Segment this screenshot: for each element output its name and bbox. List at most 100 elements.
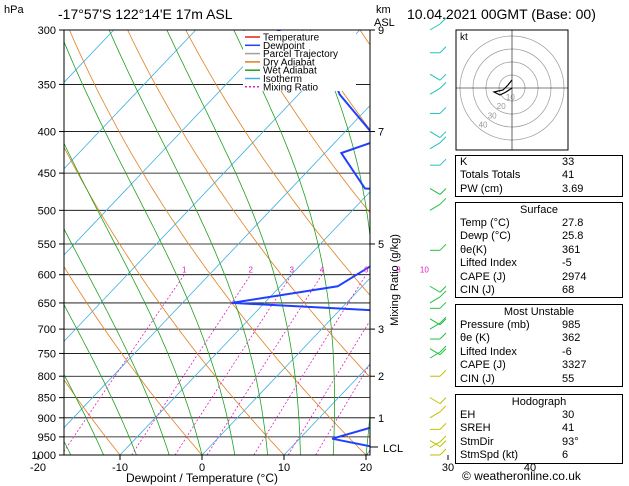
dry-adiabat-line bbox=[127, 30, 370, 378]
temperature-tick-label: 10 bbox=[278, 462, 290, 474]
wind-barb-flag bbox=[439, 348, 447, 356]
wind-barb-flag bbox=[439, 423, 447, 430]
wind-barb-flag bbox=[439, 17, 447, 25]
wet-adiabat-line bbox=[64, 303, 137, 455]
isotherm-line bbox=[283, 363, 370, 455]
most-unstable-panel: Most Unstable Pressure (mb) 985 θe (K) 362 L… bbox=[455, 304, 623, 387]
x-axis-title: Dewpoint / Temperature (°C) bbox=[126, 471, 278, 485]
isotherm-line bbox=[64, 30, 197, 170]
pressure-tick-label: 600 bbox=[38, 270, 56, 282]
hodo-row: SREH 41 bbox=[456, 422, 622, 435]
wet-adiabat-line bbox=[233, 30, 335, 455]
surface-panel: Surface Temp (°C) 27.8 Dewp (°C) 25.8 θe(K) 3… bbox=[455, 202, 623, 299]
wind-barb bbox=[429, 296, 441, 304]
dry-adiabat-line bbox=[64, 265, 203, 455]
hodo-label: StmDir bbox=[460, 435, 494, 448]
isotherm-line bbox=[64, 30, 279, 256]
wet-adiabat-line bbox=[64, 373, 104, 455]
legend-entry: Isotherm bbox=[263, 74, 302, 85]
wind-barb-flag bbox=[439, 405, 447, 413]
index-label: Totals Totals bbox=[460, 169, 521, 182]
mu-row: θe (K) 362 bbox=[456, 332, 622, 345]
wind-barb bbox=[429, 351, 441, 359]
dry-adiabat-line bbox=[0, 30, 38, 455]
title-location: -17°57'S 122°14'E 17m ASL bbox=[58, 6, 233, 22]
wind-barb-flag bbox=[439, 46, 447, 54]
wind-barb bbox=[429, 411, 441, 419]
right-unit-km: km bbox=[376, 4, 391, 16]
mu-row: Pressure (mb) 985 bbox=[456, 319, 622, 332]
dry-adiabat-line bbox=[64, 146, 285, 455]
temperature-tick-label: 20 bbox=[360, 462, 372, 474]
y-axis-title: Mixing Ratio (g/kg) bbox=[389, 234, 401, 326]
surface-value: 68 bbox=[562, 283, 575, 296]
surface-row: Dewp (°C) 25.8 bbox=[456, 230, 622, 243]
mu-value: -6 bbox=[562, 345, 572, 358]
isotherm-line bbox=[64, 30, 361, 342]
mu-value: 985 bbox=[562, 319, 581, 331]
surface-label: CAPE (J) bbox=[460, 270, 506, 283]
km-tick-label: 5 bbox=[378, 239, 384, 251]
mu-label: Lifted Index bbox=[460, 345, 517, 358]
temperature-tick-label: 0 bbox=[199, 462, 205, 474]
wind-barb-flag bbox=[439, 131, 447, 138]
index-row: PW (cm) 3.69 bbox=[456, 183, 622, 196]
wind-barb-flag bbox=[439, 188, 447, 195]
dry-adiabat-line bbox=[185, 30, 370, 296]
hodo-row: EH 30 bbox=[456, 409, 622, 422]
wind-barb-flag bbox=[439, 332, 447, 340]
pressure-tick-label: 550 bbox=[38, 239, 56, 251]
wet-adiabat-line bbox=[166, 30, 301, 455]
km-tick-label: 3 bbox=[378, 324, 384, 336]
hodo-value: 93° bbox=[562, 435, 579, 448]
mu-label: CAPE (J) bbox=[460, 359, 506, 372]
index-label: K bbox=[460, 156, 468, 168]
wind-barb bbox=[429, 203, 441, 211]
mixing-ratio-label: 1 bbox=[182, 266, 187, 275]
wind-barb bbox=[429, 348, 441, 356]
surface-title: Surface bbox=[520, 204, 558, 216]
pressure-tick-label: 650 bbox=[38, 298, 56, 310]
mixing-ratio-line bbox=[253, 274, 367, 455]
surface-row: CIN (J) 68 bbox=[456, 284, 622, 297]
mixing-ratio-line bbox=[315, 363, 370, 455]
wind-barb-flag bbox=[439, 73, 447, 81]
mixing-ratio-label: 8 bbox=[396, 266, 401, 275]
surface-label: Dewp (°C) bbox=[460, 230, 511, 243]
wind-barb bbox=[429, 440, 441, 448]
dry-adiabat-line bbox=[64, 379, 121, 455]
temperature-tick-label: 30 bbox=[442, 462, 454, 474]
pressure-tick-label: 400 bbox=[38, 127, 56, 139]
isotherm-line bbox=[201, 277, 370, 455]
wind-barb bbox=[429, 23, 441, 31]
mixing-ratio-label: 4 bbox=[320, 266, 325, 275]
mixing-ratio-line bbox=[64, 274, 185, 453]
wind-barb bbox=[429, 142, 441, 150]
hodograph-unit: kt bbox=[460, 32, 468, 43]
surface-label: θe(K) bbox=[460, 243, 487, 256]
mixing-ratio-line bbox=[287, 320, 370, 455]
isotherm-line bbox=[64, 30, 115, 83]
wind-barb-flag bbox=[439, 243, 447, 251]
pressure-tick-label: 350 bbox=[38, 79, 56, 91]
wind-barb-flag bbox=[439, 345, 447, 353]
mu-row: CIN (J) 55 bbox=[456, 373, 622, 386]
mu-value: 362 bbox=[562, 332, 581, 345]
wind-barb-flag bbox=[439, 369, 447, 377]
mixing-ratio-label: 6 bbox=[364, 266, 369, 275]
surface-label: Temp (°C) bbox=[460, 217, 510, 229]
km-tick-label: 9 bbox=[378, 25, 384, 37]
surface-value: 27.8 bbox=[562, 217, 584, 229]
wind-barb bbox=[429, 73, 441, 81]
wind-barb bbox=[429, 285, 441, 293]
index-row: K 33 bbox=[456, 156, 622, 169]
dewpoint-profile bbox=[231, 30, 370, 448]
hodograph-panel: Hodograph EH 30 SREH 41 StmDir 93° StmSpd (kt)… bbox=[455, 394, 623, 464]
mu-value: 55 bbox=[562, 372, 575, 385]
legend-entry: Parcel Trajectory bbox=[263, 49, 338, 60]
pressure-tick-label: 850 bbox=[38, 393, 56, 405]
hodograph-title: Hodograph bbox=[511, 396, 567, 408]
plot-frame bbox=[63, 29, 371, 456]
mixing-ratio-label: 10 bbox=[420, 266, 429, 275]
wind-barb-flag bbox=[439, 197, 447, 205]
